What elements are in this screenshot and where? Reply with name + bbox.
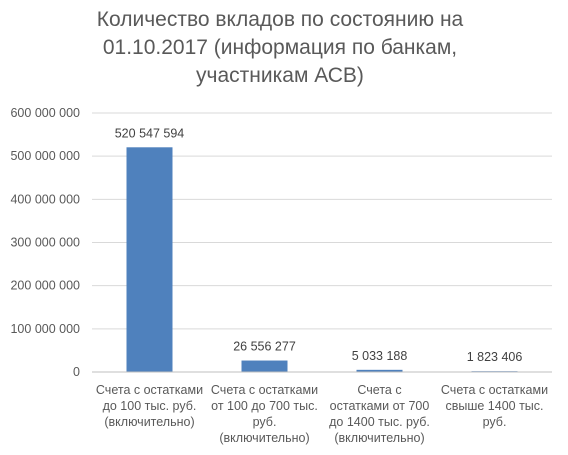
data-label: 1 823 406 bbox=[467, 350, 523, 364]
y-tick-label: 300 000 000 bbox=[10, 236, 80, 250]
data-label: 520 547 594 bbox=[115, 126, 185, 140]
y-tick-label: 100 000 000 bbox=[10, 322, 80, 336]
bar bbox=[241, 360, 288, 372]
bar bbox=[126, 147, 173, 372]
x-tick-label: Счета с остатками до 100 тыс. руб. (вклю… bbox=[95, 383, 204, 429]
chart-title: Количество вкладов по состоянию на 01.10… bbox=[96, 8, 464, 87]
y-tick-label: 200 000 000 bbox=[10, 279, 80, 293]
x-tick-label: Счета с остатками от 100 до 700 тыс. руб… bbox=[210, 383, 319, 445]
data-label: 26 556 277 bbox=[233, 340, 296, 354]
y-tick-label: 0 bbox=[73, 365, 80, 379]
data-label: 5 033 188 bbox=[352, 349, 408, 363]
data-labels: 520 547 594 26 556 277 5 033 188 1 823 406 bbox=[115, 126, 523, 364]
y-axis-ticks: 0 100 000 000 200 000 000 300 000 000 400 00… bbox=[10, 106, 80, 379]
bar bbox=[356, 369, 403, 372]
y-tick-label: 600 000 000 bbox=[10, 106, 80, 120]
y-tick-label: 400 000 000 bbox=[10, 192, 80, 206]
x-tick-label: Счета с остатками от 700 до 1400 тыс. ру… bbox=[329, 383, 430, 445]
y-tick-label: 500 000 000 bbox=[10, 149, 80, 163]
x-tick-label: Счета с остатками свыше 1400 тыс. руб. bbox=[440, 383, 549, 429]
bars bbox=[126, 147, 518, 372]
